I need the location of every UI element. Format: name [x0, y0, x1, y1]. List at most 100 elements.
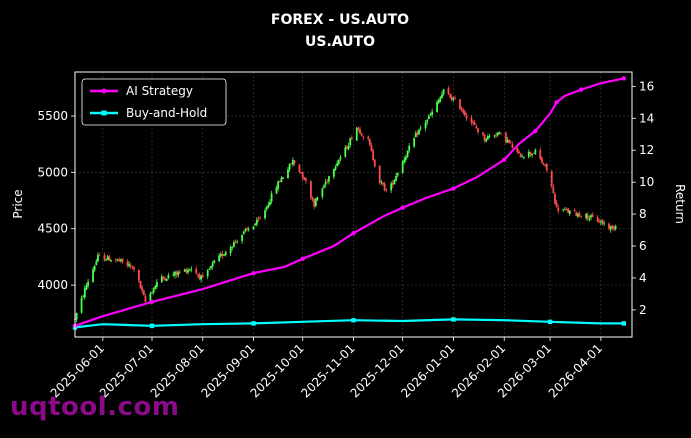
- buy-and-hold-marker: [351, 318, 356, 323]
- candle-body: [586, 214, 589, 220]
- ai-strategy-marker: [579, 87, 584, 92]
- candle-body: [337, 159, 340, 165]
- y-right-tick-label: 8: [639, 207, 647, 221]
- candle-body: [475, 126, 478, 129]
- candle-body: [599, 221, 602, 223]
- candle-body: [588, 218, 591, 220]
- candle-body: [287, 169, 289, 179]
- candle-body: [577, 213, 579, 217]
- y-right-tick-label: 12: [639, 143, 654, 157]
- y-axis-left-label: Price: [11, 189, 25, 218]
- candle-body: [527, 152, 530, 157]
- candle-body: [98, 254, 101, 256]
- y-left-tick-label: 5500: [37, 109, 68, 123]
- candle-body: [75, 313, 78, 320]
- candle-body: [498, 131, 501, 134]
- candle-body: [126, 261, 129, 266]
- ai-strategy-line: [74, 77, 625, 327]
- y-right-tick-label: 6: [639, 239, 647, 253]
- candle-body: [218, 255, 221, 262]
- candle-body: [82, 296, 85, 298]
- candle-body: [313, 199, 316, 207]
- candle-body: [282, 177, 284, 179]
- candle-body: [473, 122, 476, 125]
- candle-body: [416, 132, 419, 135]
- candle-body: [137, 270, 140, 281]
- candle-body: [378, 165, 381, 183]
- candle-body: [482, 132, 484, 135]
- candle-body: [174, 271, 176, 276]
- candle-body: [133, 267, 135, 270]
- candle-body: [270, 193, 273, 202]
- candle-body: [418, 129, 420, 135]
- candle-body: [401, 161, 404, 173]
- candle-body: [495, 134, 497, 136]
- candle-body: [267, 204, 270, 208]
- candle-body: [452, 98, 455, 100]
- candle-body: [385, 189, 388, 191]
- candle-body: [567, 208, 570, 213]
- candle-body: [275, 187, 278, 194]
- candle-body: [221, 253, 224, 257]
- buy-and-hold-marker: [451, 317, 456, 322]
- candle-body: [85, 285, 88, 290]
- candle-body: [585, 213, 588, 218]
- candle-body: [454, 98, 456, 100]
- candle-body: [213, 260, 216, 264]
- candle-body: [516, 147, 519, 153]
- candle-body: [532, 152, 535, 154]
- candle-body: [311, 197, 314, 200]
- candle-body: [206, 270, 209, 277]
- candle-body: [336, 163, 339, 167]
- candle-body: [396, 173, 399, 176]
- candle-body: [105, 259, 108, 261]
- candle-body: [424, 122, 427, 129]
- candle-body: [264, 210, 266, 219]
- y-right-tick-label: 4: [639, 271, 647, 285]
- candle-body: [350, 138, 353, 140]
- candle-body: [552, 187, 555, 194]
- candle-body: [185, 268, 188, 273]
- candle-body: [303, 177, 306, 180]
- candle-body: [393, 179, 396, 185]
- candle-body: [328, 176, 330, 182]
- candle-body: [160, 276, 163, 283]
- candle-body: [437, 100, 440, 103]
- candle-body: [357, 128, 360, 130]
- candle-body: [141, 287, 144, 291]
- candle-body: [118, 259, 121, 262]
- candle-body: [362, 136, 365, 138]
- candle-body: [450, 96, 453, 101]
- candle-body: [405, 156, 407, 160]
- candle-body: [382, 182, 384, 185]
- candle-body: [314, 198, 317, 206]
- candle-body: [93, 265, 96, 271]
- candle-body: [539, 150, 542, 159]
- candle-body: [419, 127, 422, 129]
- candle-body: [426, 119, 429, 123]
- candle-body: [372, 150, 375, 160]
- candle-body: [367, 136, 370, 139]
- candle-body: [578, 213, 581, 216]
- candle-body: [555, 202, 558, 207]
- candle-body: [380, 181, 383, 183]
- candle-body: [429, 114, 432, 115]
- return-lines: [72, 76, 627, 330]
- candle-body: [164, 278, 167, 280]
- candle-body: [177, 271, 180, 276]
- candle-body: [496, 132, 499, 136]
- candle-body: [116, 259, 119, 261]
- candle-body: [441, 94, 443, 99]
- candle-body: [485, 139, 488, 142]
- candle-body: [580, 216, 583, 218]
- y-right-tick-label: 10: [639, 175, 654, 189]
- candle-body: [545, 163, 548, 171]
- candle-body: [291, 159, 294, 165]
- candle-body: [598, 221, 601, 223]
- candle-body: [83, 288, 86, 298]
- legend: AI Strategy Buy-and-Hold: [81, 78, 227, 126]
- candle-body: [506, 139, 509, 143]
- candle-body: [293, 160, 296, 164]
